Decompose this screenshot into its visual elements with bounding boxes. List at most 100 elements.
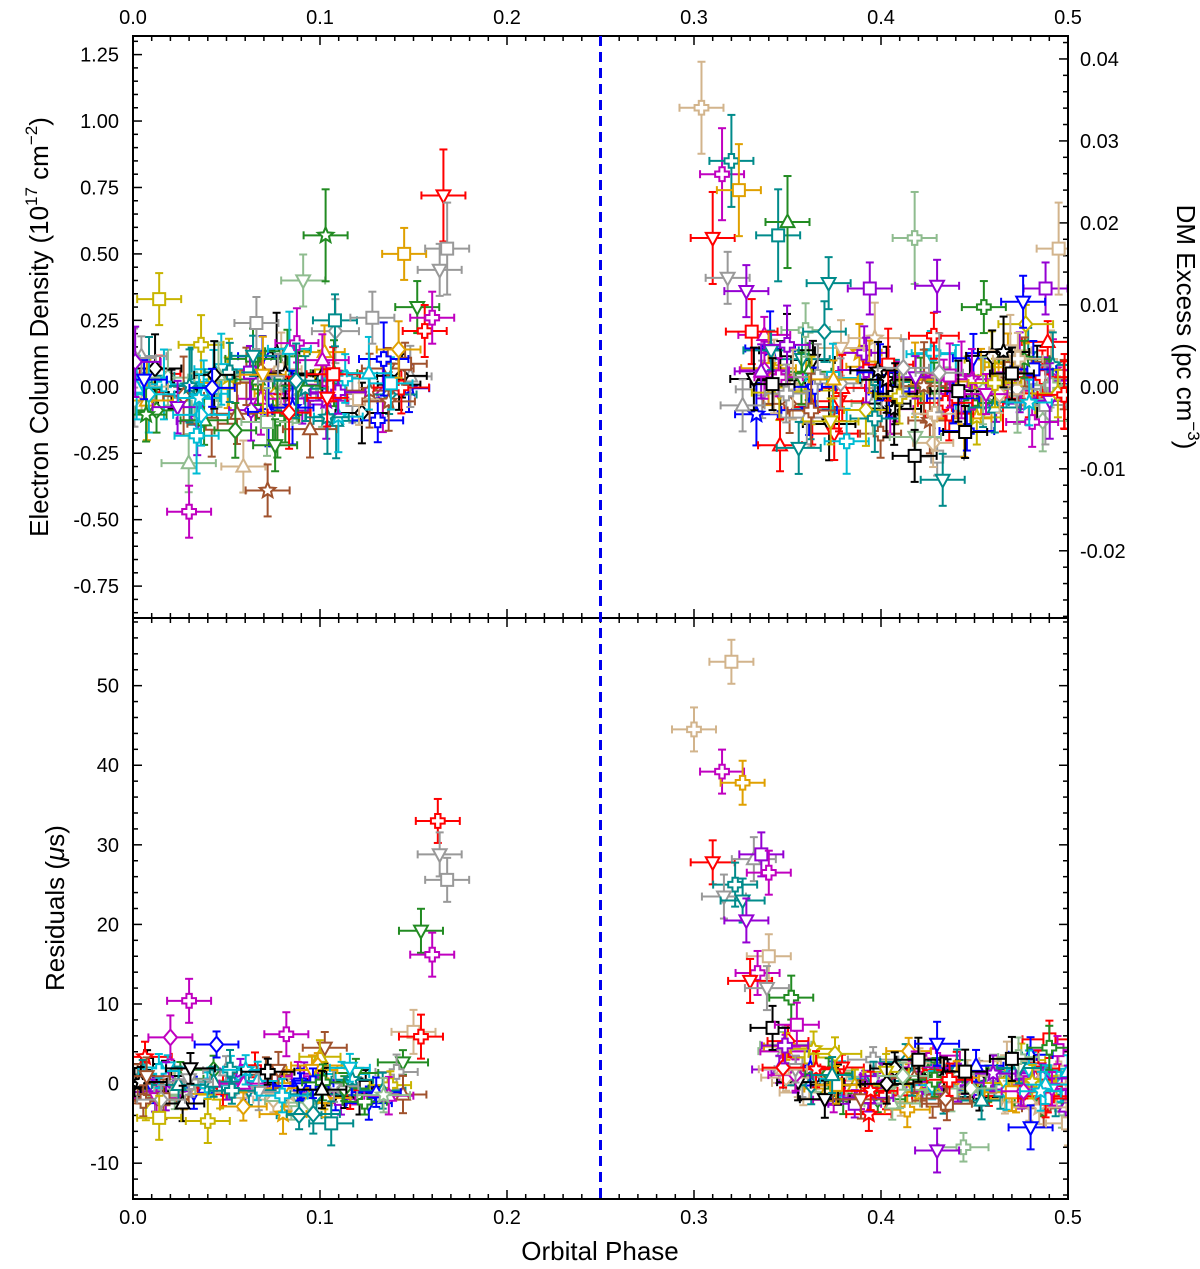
data-point xyxy=(976,315,1031,389)
data-point xyxy=(755,188,802,283)
star-marker xyxy=(746,403,767,423)
diamond-marker xyxy=(816,322,833,341)
diamond-marker xyxy=(153,1090,169,1109)
triangle-down-marker xyxy=(820,277,838,293)
square-marker xyxy=(1038,281,1053,296)
plus-marker xyxy=(899,1101,916,1118)
plus-marker xyxy=(193,336,209,353)
top-y-tick-label: 1.25 xyxy=(80,45,119,67)
diamond-marker xyxy=(1017,314,1034,334)
data-point xyxy=(401,303,448,358)
data-point xyxy=(1036,360,1067,430)
data-point xyxy=(302,188,349,283)
star-marker xyxy=(1018,391,1040,412)
data-point xyxy=(220,439,267,494)
data-point xyxy=(218,1091,268,1122)
plus-marker xyxy=(223,1082,240,1099)
square-marker xyxy=(152,1110,167,1125)
data-point xyxy=(876,1061,930,1091)
plus-marker xyxy=(330,384,346,401)
data-point xyxy=(136,272,183,327)
square-marker xyxy=(731,183,746,198)
star-marker xyxy=(993,341,1014,361)
data-point xyxy=(375,320,422,379)
data-point xyxy=(349,290,396,345)
data-point xyxy=(842,1070,899,1112)
top-x-tick-label: 0.1 xyxy=(306,7,334,29)
data-point xyxy=(356,1077,412,1114)
star-marker xyxy=(373,1084,394,1104)
data-point xyxy=(802,300,847,363)
bottom-y-tick-label: 10 xyxy=(97,994,119,1016)
data-point xyxy=(376,1049,430,1076)
plus-marker xyxy=(779,336,795,353)
diamond-marker xyxy=(235,1097,252,1116)
data-point xyxy=(988,346,1035,401)
square-marker xyxy=(440,241,455,256)
triangle-up-marker xyxy=(301,419,319,436)
plus-marker xyxy=(714,166,730,183)
data-point xyxy=(891,190,938,285)
bottom-y-tick-label: 40 xyxy=(97,755,119,777)
right-y-tick-label: 0.02 xyxy=(1080,213,1119,235)
triangle-down-marker xyxy=(341,1061,359,1078)
triangle-up-marker xyxy=(234,1074,253,1090)
data-point xyxy=(381,226,428,281)
square-marker xyxy=(771,228,786,243)
data-point xyxy=(311,293,358,348)
data-point xyxy=(805,256,852,311)
star-marker xyxy=(913,375,935,395)
data-point xyxy=(207,1076,256,1105)
diamond-marker xyxy=(134,352,144,372)
data-point xyxy=(233,296,280,351)
diamond-marker xyxy=(208,1035,225,1054)
ticks-layer: 0.0 0.0 0.1 0.1 0.2 0.2 0.3 0.3 0.4 0.4 0.5 0.5 -0.7… xyxy=(73,7,1125,1229)
triangle-down-marker xyxy=(737,285,755,301)
diamond-marker xyxy=(204,378,221,398)
diamond-marker xyxy=(894,1066,911,1086)
data-point xyxy=(1005,378,1053,427)
top-y-tick-label: 0.25 xyxy=(80,310,119,332)
triangle-up-marker xyxy=(824,369,843,386)
plus-marker xyxy=(424,309,441,326)
data-point xyxy=(831,1079,890,1120)
plus-marker xyxy=(941,1071,958,1088)
square-marker xyxy=(1051,241,1066,256)
plus-marker xyxy=(955,1139,972,1156)
data-point xyxy=(991,331,1044,386)
star-marker xyxy=(315,224,336,245)
top-panel-data xyxy=(134,60,1067,539)
data-point xyxy=(1035,201,1067,296)
plus-marker xyxy=(1024,414,1041,430)
data-point xyxy=(912,375,957,452)
diamond-marker xyxy=(147,359,163,378)
data-point xyxy=(859,1062,915,1105)
right-y-tick-label: -0.02 xyxy=(1080,541,1126,563)
data-point xyxy=(280,253,327,308)
triangle-down-marker xyxy=(266,439,284,455)
top-x-tick-label: 0.0 xyxy=(119,7,147,29)
top-y-tick-label: -0.50 xyxy=(73,510,119,532)
data-point xyxy=(876,338,931,398)
data-point xyxy=(967,357,1023,409)
triangle-up-marker xyxy=(228,404,246,420)
plus-marker xyxy=(803,402,820,419)
data-point xyxy=(151,379,204,435)
star-marker xyxy=(1030,1080,1051,1100)
triangle-down-marker xyxy=(434,189,453,206)
plus-marker xyxy=(188,427,205,444)
data-point xyxy=(351,397,405,444)
square-marker xyxy=(744,324,759,339)
bottom-y-tick-label: 30 xyxy=(97,835,119,857)
top-x-tick-label: 0.5 xyxy=(1054,7,1082,29)
diamond-marker xyxy=(390,340,407,359)
data-point xyxy=(919,452,966,507)
diamond-marker xyxy=(243,400,259,420)
triangle-up-marker xyxy=(313,350,331,367)
data-point xyxy=(823,407,870,475)
plus-marker xyxy=(416,323,433,339)
plus-marker xyxy=(221,364,238,381)
data-point xyxy=(775,420,822,475)
star-marker xyxy=(135,403,157,424)
